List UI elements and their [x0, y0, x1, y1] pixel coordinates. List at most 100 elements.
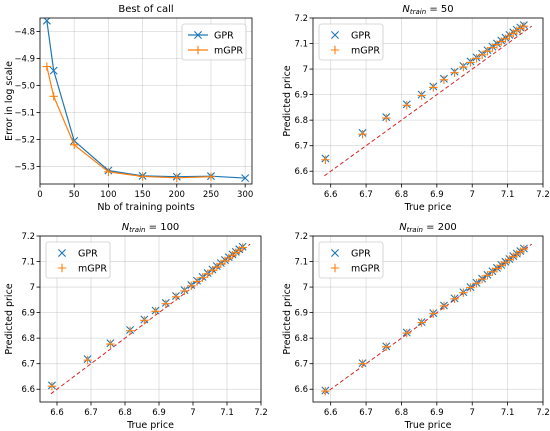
y-tick-label: 7.1 [294, 40, 308, 50]
x-tick-label: 50 [69, 190, 80, 200]
legend: GPR mGPR [318, 23, 384, 61]
data-point-mgpr [180, 286, 189, 296]
plot-area [321, 21, 532, 177]
x-axis-label: True price [404, 420, 452, 431]
data-point-mgpr [429, 83, 438, 92]
chart-panel-3: 6.6 6.7 6.8 6.9 7 7.1 7.2 6.6 6.7 6.8 6.9 7 7.1 7.2 Nt… [4, 222, 268, 431]
chart-panel-2: 6.6 6.7 6.8 6.9 7 7.1 7.2 6.6 6.7 6.8 6.9 7 7.1 7.2 Nt… [282, 4, 550, 213]
y-axis-label: Predicted price [282, 283, 293, 354]
data-point-mgpr [402, 328, 411, 338]
y-tick-label: 6.8 [21, 334, 35, 344]
x-tick-label: 6.6 [50, 408, 64, 418]
y-tick-label: 6.8 [294, 334, 308, 344]
legend-marker-mgpr [57, 263, 67, 273]
x-tick-label: 6.7 [359, 190, 373, 200]
x-tick-label: 6.8 [395, 190, 409, 200]
chart-panel-4: 6.6 6.7 6.8 6.9 7 7.1 7.2 6.6 6.7 6.8 6.9 7 7.1 7.2 Nt… [282, 222, 550, 431]
series-line-gpr [46, 20, 246, 179]
data-point-mgpr [104, 167, 113, 177]
chart-title: Best of call [118, 4, 173, 15]
y-tick-label: 7 [303, 283, 308, 293]
plot-area [321, 243, 532, 396]
data-point-mgpr [483, 271, 492, 280]
data-point-mgpr [382, 113, 391, 123]
data-point-mgpr [497, 37, 506, 46]
data-point-mgpr [106, 339, 115, 349]
x-tick-label: 7.1 [501, 190, 515, 200]
data-point-mgpr [417, 91, 426, 100]
data-point-gpr [49, 66, 58, 75]
data-point-mgpr [187, 281, 196, 290]
data-point-mgpr [238, 243, 247, 252]
data-point-mgpr [125, 326, 135, 335]
x-tick-label: 300 [237, 190, 253, 200]
x-tick-label: 0 [37, 190, 42, 200]
x-tick-label: 6.9 [430, 190, 444, 200]
y-tick-label: 6.7 [21, 360, 35, 370]
x-tick-label: 200 [169, 190, 185, 200]
data-point-mgpr [466, 58, 475, 67]
legend: GPR mGPR [181, 23, 247, 61]
y-tick-label: 6.6 [294, 385, 308, 395]
data-point-mgpr [497, 261, 506, 270]
legend-marker-mgpr [330, 45, 340, 55]
data-point-mgpr [172, 173, 181, 182]
data-point-mgpr [140, 316, 149, 325]
data-point-mgpr [83, 355, 92, 365]
y-tick-label: −4.8 [14, 27, 35, 37]
legend-marker-gpr [331, 249, 339, 257]
x-axis-label: True price [126, 420, 174, 431]
chart-title: Ntrain = 200 [399, 222, 457, 234]
x-tick-label: 7.2 [536, 408, 550, 418]
x-tick-label: 7 [470, 408, 475, 418]
y-tick-label: 7 [30, 283, 35, 293]
data-point-mgpr [477, 50, 487, 59]
x-tick-label: 6.8 [118, 408, 132, 418]
y-tick-label: 6.6 [21, 385, 35, 395]
data-point-mgpr [483, 47, 492, 56]
data-point-mgpr [450, 294, 459, 304]
x-axis-label: Nb of training points [97, 202, 194, 213]
x-tick-label: 7.2 [536, 190, 550, 200]
chart-panel-1: 0 50 100 150 200 250 300 −5.3 −5.2 −5.1 −5.0 −4.9 −4… [4, 4, 253, 213]
y-axis-label: Predicted price [282, 65, 293, 136]
data-point-mgpr [321, 155, 330, 164]
data-point-mgpr [417, 318, 426, 327]
y-tick-label: 7.1 [21, 258, 35, 268]
legend-label-gpr: GPR [351, 31, 371, 42]
x-tick-label: 6.7 [84, 408, 98, 418]
y-tick-label: −5.2 [14, 135, 35, 145]
legend-marker-gpr [331, 31, 339, 39]
legend-marker-mgpr [193, 45, 203, 55]
data-point-mgpr [429, 309, 438, 318]
data-point-mgpr [42, 62, 52, 71]
x-tick-label: 6.6 [324, 408, 338, 418]
data-point-mgpr [321, 386, 330, 396]
data-point-mgpr [466, 283, 475, 292]
diagonal-line [324, 25, 532, 177]
y-tick-label: 6.9 [294, 91, 308, 101]
data-point-mgpr [358, 359, 367, 368]
legend-label-mgpr: mGPR [351, 46, 380, 57]
data-point-mgpr [382, 342, 391, 352]
x-tick-label: 6.7 [359, 408, 373, 418]
plot-area [42, 18, 250, 183]
y-tick-label: −5.1 [14, 108, 35, 118]
y-tick-label: 7.2 [294, 14, 308, 24]
legend-label-gpr: GPR [351, 249, 371, 260]
data-point-mgpr [488, 267, 497, 276]
axes-frame [312, 17, 544, 185]
x-tick-label: 6.9 [430, 408, 444, 418]
y-tick-label: −5.3 [14, 162, 35, 172]
data-point-mgpr [472, 54, 481, 63]
data-point-mgpr [161, 299, 170, 308]
y-axis-label: Error in log scale [4, 61, 15, 141]
legend-label-gpr: GPR [214, 31, 234, 42]
y-tick-label: −5.0 [14, 81, 35, 91]
data-point-mgpr [171, 292, 181, 301]
y-tick-label: −4.9 [14, 54, 35, 64]
x-tick-label: 7 [190, 408, 195, 418]
legend: GPR mGPR [45, 241, 111, 279]
data-point-mgpr [208, 266, 217, 275]
